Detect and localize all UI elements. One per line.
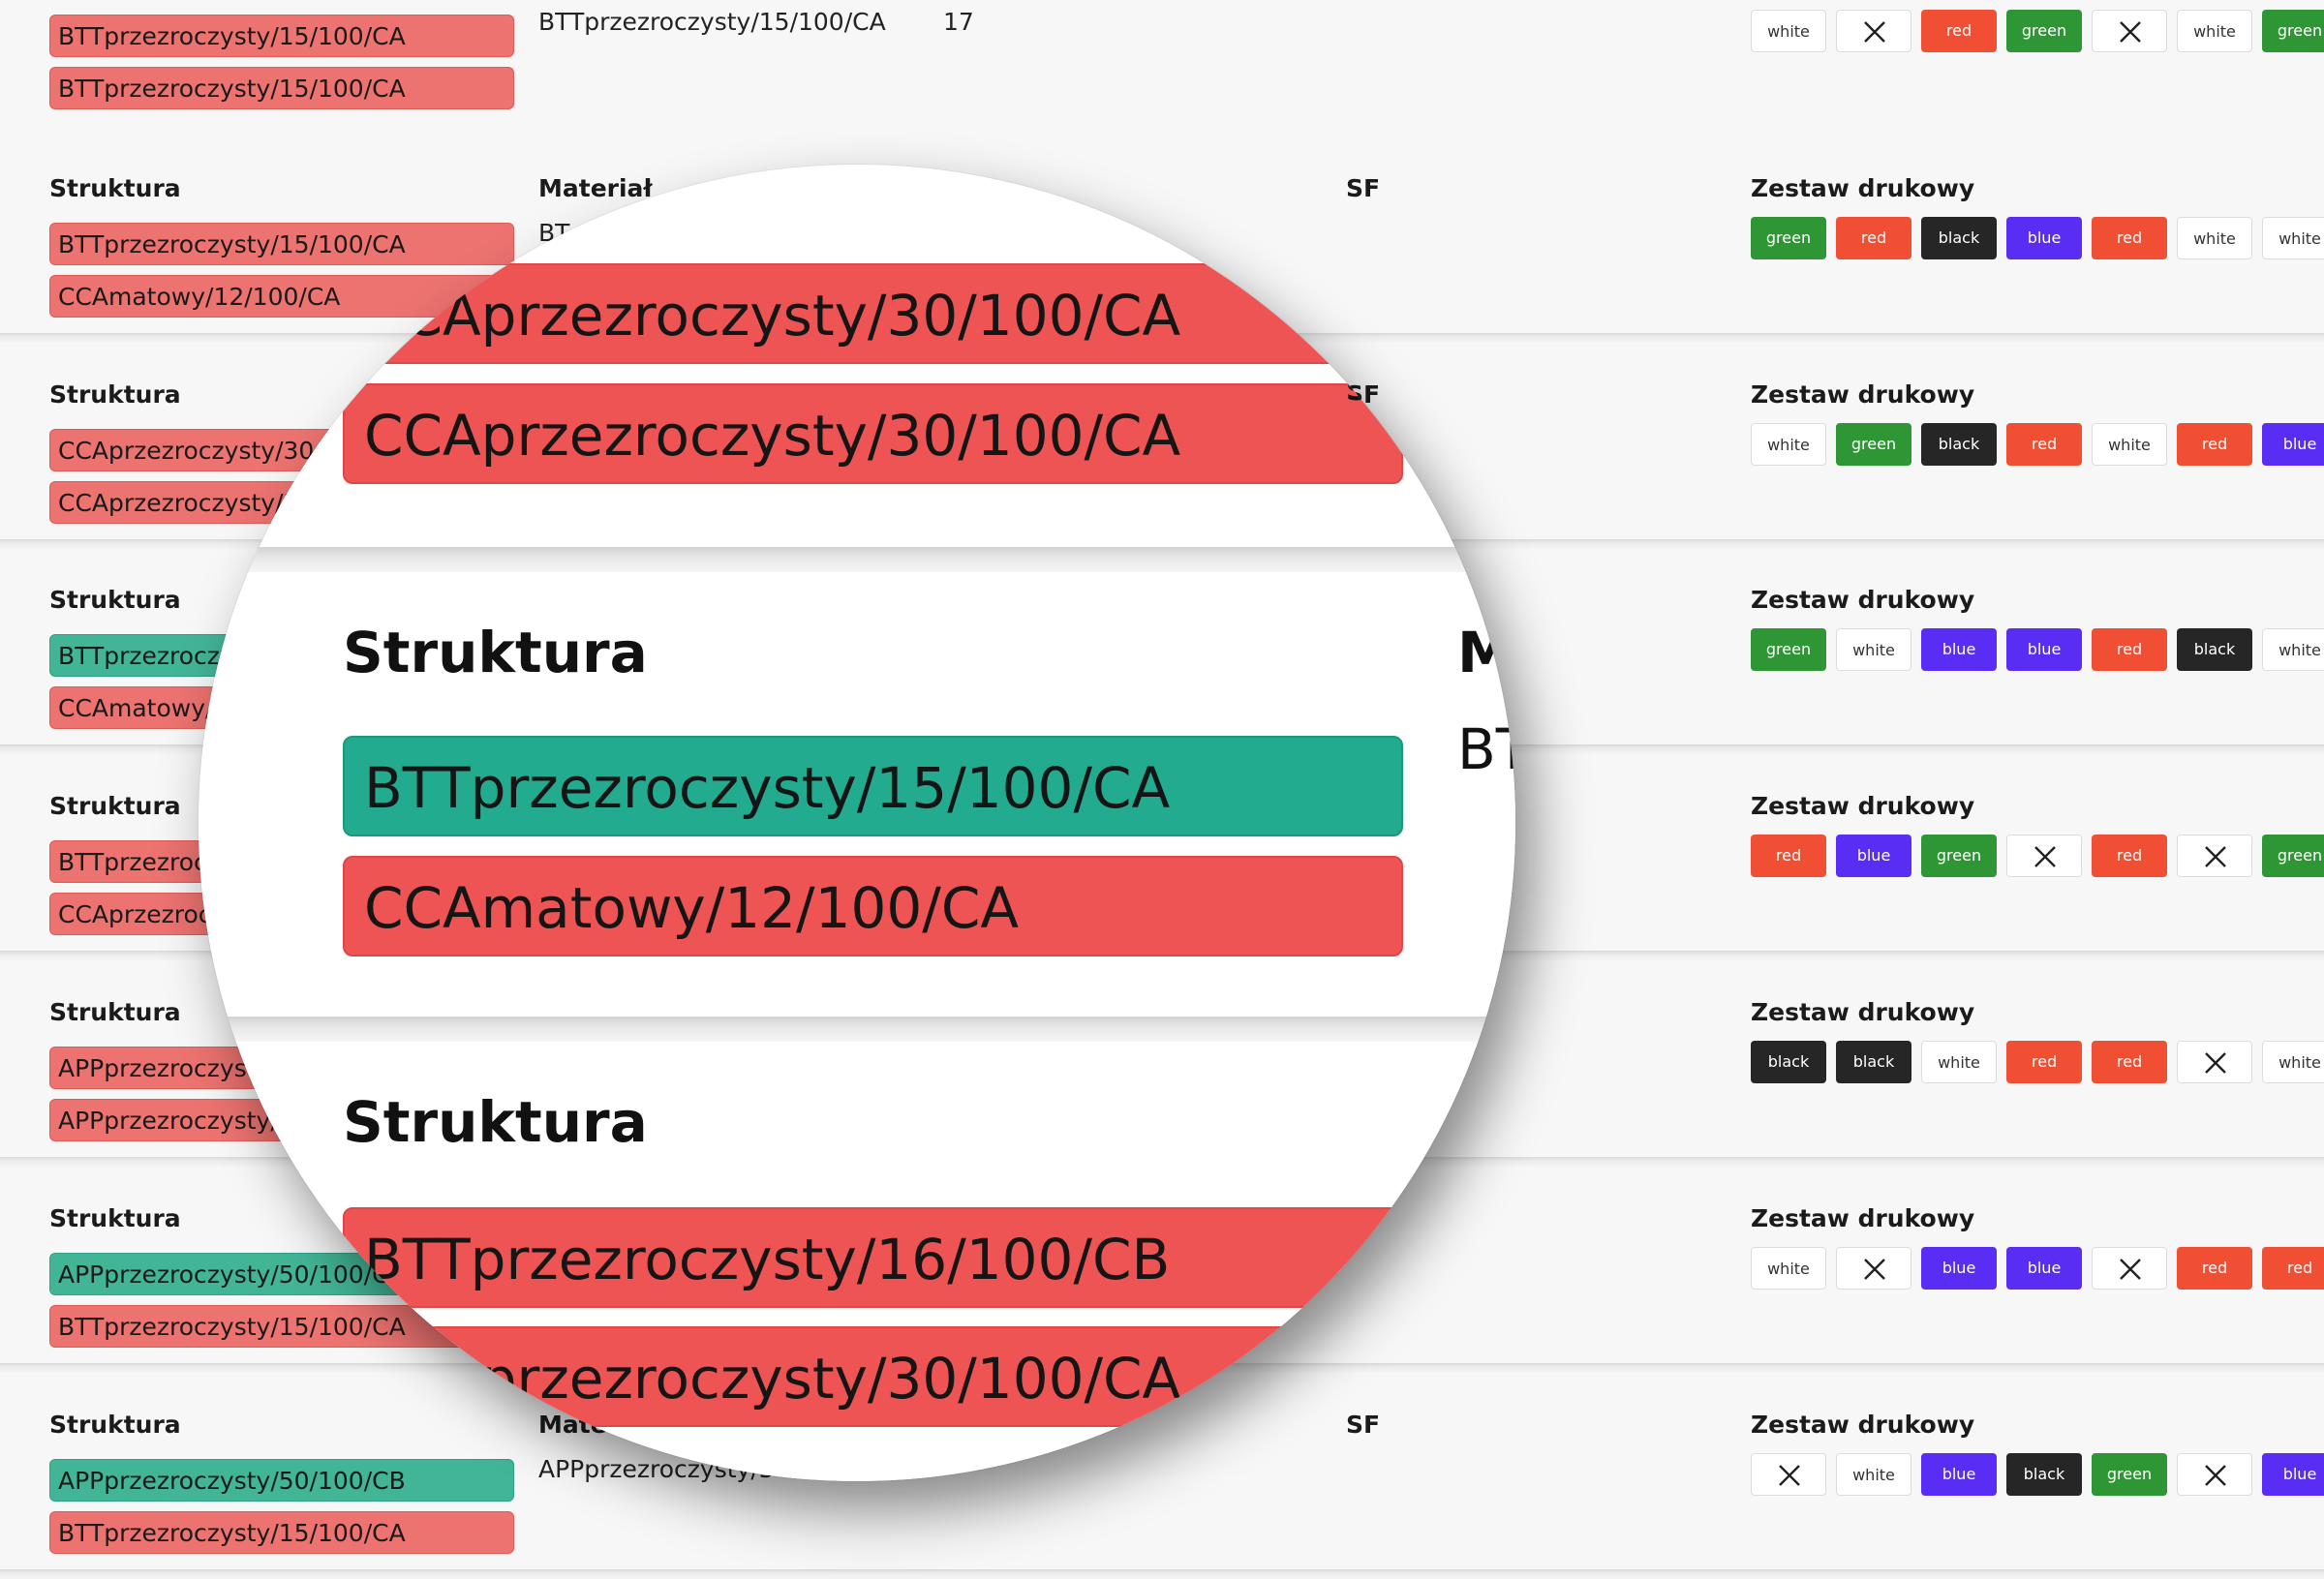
lens-material-value: BT <box>1457 716 1515 782</box>
print-color-swatch[interactable]: red <box>1836 217 1911 259</box>
print-color-swatch[interactable]: green <box>2092 1453 2167 1496</box>
print-color-swatch[interactable]: red <box>2006 1041 2082 1083</box>
print-color-swatch[interactable]: red <box>2006 423 2082 466</box>
structure-label: Struktura <box>49 792 181 820</box>
print-color-swatch[interactable]: white <box>2262 1041 2324 1083</box>
print-color-swatch[interactable]: white <box>2177 217 2252 259</box>
print-color-swatch[interactable]: green <box>1751 217 1826 259</box>
print-color-swatch[interactable]: black <box>2006 1453 2082 1496</box>
empty-slot-close-icon[interactable] <box>2177 1453 2252 1496</box>
structure-label: Struktura <box>49 586 181 614</box>
sf-value: 17 <box>943 8 974 36</box>
lens-material-heading: M <box>1457 620 1514 685</box>
print-set-label: Zestaw drukowy <box>1751 1411 1975 1439</box>
structure-tag[interactable]: BTTprzezroczysty/15/100/CA <box>49 15 514 57</box>
empty-slot-close-icon[interactable] <box>1836 1247 1911 1290</box>
print-color-swatch[interactable]: white <box>1751 423 1826 466</box>
print-color-swatch[interactable]: white <box>2177 10 2252 52</box>
structure-tag[interactable]: BTTprzezroczysty/15/100/CA <box>49 1511 514 1554</box>
print-color-swatch[interactable]: red <box>2177 1247 2252 1290</box>
empty-slot-close-icon[interactable] <box>2092 10 2167 52</box>
print-color-swatch[interactable]: blue <box>1921 1453 1997 1496</box>
print-set-label: Zestaw drukowy <box>1751 174 1975 202</box>
print-set-label: Zestaw drukowy <box>1751 792 1975 820</box>
print-color-swatch[interactable]: black <box>2177 628 2252 671</box>
print-color-swatch[interactable]: blue <box>2006 628 2082 671</box>
print-color-swatch[interactable]: green <box>2262 835 2324 877</box>
magnifier-lens: CCAprzezroczysty/30/100/CA CCAprzezroczy… <box>199 165 1515 1481</box>
lens-structure-heading: Struktura <box>343 1089 648 1155</box>
print-color-swatch[interactable]: blue <box>2262 1453 2324 1496</box>
print-color-swatch[interactable]: blue <box>1836 835 1911 877</box>
structure-label: Struktura <box>49 380 181 409</box>
print-color-swatch[interactable]: red <box>2092 217 2167 259</box>
empty-slot-close-icon[interactable] <box>2092 1247 2167 1290</box>
print-set-label: Zestaw drukowy <box>1751 380 1975 409</box>
structure-label: Struktura <box>49 1411 181 1439</box>
print-color-swatch[interactable]: blue <box>1921 628 1997 671</box>
print-color-swatch[interactable]: white <box>2262 217 2324 259</box>
print-color-swatch[interactable]: green <box>2006 10 2082 52</box>
lens-structure-tag: CCAprzezroczysty/30/100/CA <box>343 263 1403 364</box>
empty-slot-close-icon[interactable] <box>2177 835 2252 877</box>
lens-structure-heading: Struktura <box>343 620 648 685</box>
print-color-swatch[interactable]: white <box>1751 1247 1826 1290</box>
lens-structure-tag: BTTprzezroczysty/16/100/CB <box>343 1207 1403 1308</box>
print-color-swatch[interactable]: blue <box>2006 1247 2082 1290</box>
print-color-swatch[interactable]: white <box>1836 1453 1911 1496</box>
print-color-swatch[interactable]: red <box>1751 835 1826 877</box>
print-color-swatch[interactable]: black <box>1921 217 1997 259</box>
lens-structure-tag: CCAprzezroczysty/30/100/CA <box>343 1326 1403 1427</box>
print-color-swatch[interactable]: white <box>1921 1041 1997 1083</box>
print-color-swatch[interactable]: red <box>2177 423 2252 466</box>
print-color-swatch[interactable]: blue <box>2006 217 2082 259</box>
empty-slot-close-icon[interactable] <box>2177 1041 2252 1083</box>
print-color-swatch[interactable]: black <box>1921 423 1997 466</box>
print-color-swatch[interactable]: black <box>1836 1041 1911 1083</box>
print-color-swatch[interactable]: green <box>1836 423 1911 466</box>
lens-structure-tag: CCAprzezroczysty/30/100/CA <box>343 383 1403 484</box>
empty-slot-close-icon[interactable] <box>2006 835 2082 877</box>
row-separator <box>0 1569 2324 1579</box>
lens-row-separator <box>199 547 1515 572</box>
print-color-swatch[interactable]: white <box>1836 628 1911 671</box>
structure-row: BTTprzezroczysty/15/100/CA BTTprzezroczys… <box>0 0 2324 159</box>
print-color-swatch[interactable]: green <box>2262 10 2324 52</box>
print-set-label: Zestaw drukowy <box>1751 998 1975 1026</box>
print-color-swatch[interactable]: blue <box>2262 423 2324 466</box>
empty-slot-close-icon[interactable] <box>1836 10 1911 52</box>
print-color-swatch[interactable]: white <box>2262 628 2324 671</box>
print-color-swatch[interactable]: red <box>2092 1041 2167 1083</box>
lens-row-separator <box>199 1017 1515 1042</box>
print-color-swatch[interactable]: red <box>1921 10 1997 52</box>
print-set-label: Zestaw drukowy <box>1751 1204 1975 1232</box>
print-color-swatch[interactable]: green <box>1751 628 1826 671</box>
structure-label: Struktura <box>49 1204 181 1232</box>
structure-label: Struktura <box>49 174 181 202</box>
print-color-swatch[interactable]: red <box>2092 628 2167 671</box>
print-color-swatch[interactable]: black <box>1751 1041 1826 1083</box>
material-value: BTTprzezroczysty/15/100/CA <box>538 8 886 36</box>
structure-label: Struktura <box>49 998 181 1026</box>
structure-tag[interactable]: BTTprzezroczysty/15/100/CA <box>49 67 514 109</box>
print-color-swatch[interactable]: red <box>2092 835 2167 877</box>
print-set-label: Zestaw drukowy <box>1751 586 1975 614</box>
print-color-swatch[interactable]: red <box>2262 1247 2324 1290</box>
lens-structure-tag: CCAmatowy/12/100/CA <box>343 856 1403 957</box>
lens-sf-label: SF <box>1346 374 1388 408</box>
print-color-swatch[interactable]: white <box>2092 423 2167 466</box>
lens-structure-tag: BTTprzezroczysty/15/100/CA <box>343 736 1403 836</box>
print-color-swatch[interactable]: blue <box>1921 1247 1997 1290</box>
print-color-swatch[interactable]: white <box>1751 10 1826 52</box>
print-color-swatch[interactable]: green <box>1921 835 1997 877</box>
empty-slot-close-icon[interactable] <box>1751 1453 1826 1496</box>
